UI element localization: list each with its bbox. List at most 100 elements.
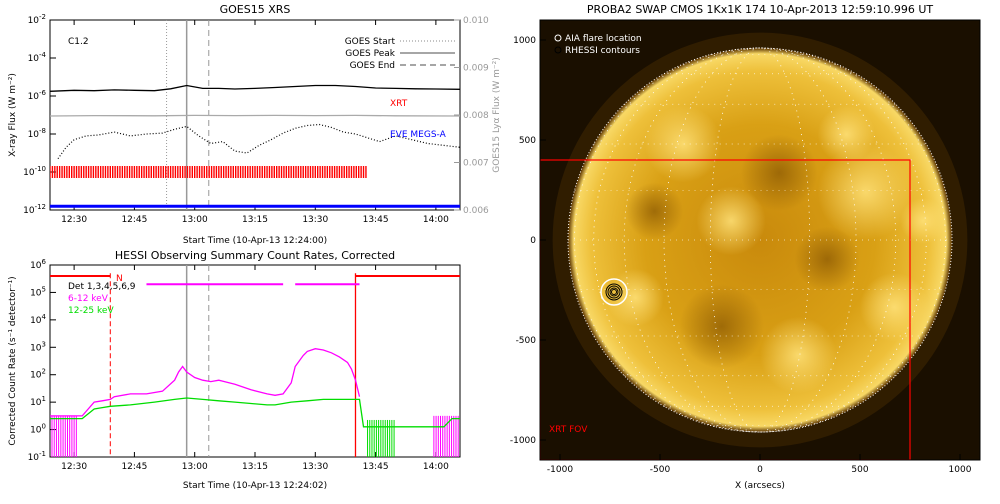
rhessi-contour (607, 285, 621, 299)
hessi-x-tick-label: 14:00 (423, 462, 449, 472)
hessi-y-axis-label: Corrected Count Rate (s⁻¹ detector⁻¹) (8, 276, 18, 445)
aia-flare-location-circle (600, 278, 628, 306)
goes-series-lya-line (50, 114, 460, 117)
goes-legend-start-label: GOES Start (345, 37, 396, 47)
swap-x-tick-label: 1000 (949, 465, 972, 475)
hessi-y-tick-label: 104 (30, 313, 46, 326)
goes-title: GOES15 XRS (220, 3, 291, 16)
hessi-y-tick-label: 106 (30, 258, 46, 271)
goes-x-tick-label: 13:15 (242, 215, 268, 225)
goes-legend-end-label: GOES End (350, 61, 395, 71)
swap-title: PROBA2 SWAP CMOS 1Kx1K 174 10-Apr-2013 1… (587, 3, 934, 16)
hessi-x-tick-label: 12:30 (61, 462, 87, 472)
goes-series (50, 84, 460, 160)
goes-y2-axis-label: GOES15 Lyα Flux (W m⁻²) (492, 57, 502, 173)
longitude-grid-line (593, 47, 927, 433)
hessi-title: HESSI Observing Summary Count Rates, Cor… (115, 249, 395, 262)
goes-y-tick-label: 10-4 (28, 51, 47, 64)
swap-panel: PROBA2 SWAP CMOS 1Kx1K 174 10-Apr-2013 1… (510, 3, 981, 491)
goes-y2-tick-label: 0.008 (463, 111, 489, 121)
dark-region (679, 284, 764, 369)
swap-x-tick-label: 0 (757, 465, 763, 475)
goes-legend: GOES Start GOES Peak GOES End (345, 37, 455, 71)
hessi-y-tick-label: 10-1 (28, 450, 46, 463)
hessi-y-tick-label: 101 (30, 395, 46, 408)
goes-x-tick-label: 14:00 (423, 215, 449, 225)
swap-legend: AIA flare location RHESSI contours (554, 34, 642, 56)
goes-y-axis-label: X-ray Flux (W m⁻²) (8, 73, 18, 157)
goes-eve-annotation: EVE MEGS-A (390, 130, 447, 140)
longitude-grid-line (663, 47, 857, 433)
hessi-x-tick-label: 13:15 (242, 462, 268, 472)
goes-series-short-line (57, 123, 460, 160)
swap-y-tick-label: 0 (530, 236, 536, 246)
active-region (900, 197, 947, 244)
active-region (760, 316, 837, 394)
swap-y-tick-label: 1000 (513, 36, 536, 46)
hessi-y-tick-label: 100 (30, 423, 46, 436)
hessi-y-tick-label: 102 (30, 368, 46, 381)
dark-region (625, 182, 684, 240)
goes-x-tick-label: 12:30 (61, 215, 87, 225)
goes-flare-class: C1.2 (68, 37, 89, 47)
goes-xrt-annotation: XRT (390, 99, 408, 109)
active-region (817, 144, 914, 240)
hessi-flag-bars (50, 274, 460, 286)
longitude-grid-line (574, 47, 946, 433)
rhessi-contour (611, 289, 617, 295)
goes-y2-tick-label: 0.006 (463, 206, 489, 216)
hessi-legend-low-label: 6-12 keV (68, 294, 109, 304)
flare-location-markers (600, 278, 628, 306)
swap-legend-rhessi-label: RHESSI contours (565, 46, 640, 56)
swap-x-axis-label: X (arcsecs) (735, 481, 785, 491)
hessi-y-tick-label: 105 (30, 285, 46, 298)
active-region (644, 105, 722, 183)
swap-fov-label: XRT FOV (549, 425, 588, 435)
hessi-x-tick-label: 13:30 (302, 462, 328, 472)
goes-legend-peak-label: GOES Peak (345, 49, 395, 59)
goes-y-tick-label: 10-8 (28, 127, 46, 140)
hessi-series (50, 348, 460, 428)
swap-x-tick-label: 500 (851, 465, 868, 475)
swap-x-ticks: -1000 -500 0 500 1000 (547, 454, 972, 475)
xrt-fov-box (540, 159, 911, 460)
goes-y-tick-label: 10-6 (28, 89, 47, 102)
goes-x-tick-label: 13:45 (363, 215, 389, 225)
hessi-event-lines (109, 265, 357, 457)
goes-y-tick-label: 10-12 (23, 203, 46, 216)
dark-region (740, 134, 818, 212)
swap-image (540, 20, 980, 460)
goes-y2-tick-label: 0.009 (463, 64, 489, 74)
dark-region (794, 226, 860, 292)
hessi-x-tick-label: 12:45 (121, 462, 147, 472)
hessi-flag-letter: N (116, 274, 123, 284)
longitude-grid-line (623, 47, 897, 433)
hessi-x-tick-label: 13:45 (363, 462, 389, 472)
swap-y-tick-label: -1000 (510, 436, 536, 446)
solar-limb (567, 47, 953, 433)
goes-y2-tick-label: 0.010 (463, 16, 489, 26)
swap-y-tick-label: 500 (519, 136, 536, 146)
goes-x-axis-label: Start Time (10-Apr-13 12:24:00) (183, 236, 327, 246)
hessi-y-tick-label: 103 (30, 340, 46, 353)
goes-xrt-coverage-bars (50, 166, 367, 178)
swap-x-tick-label: -500 (650, 465, 671, 475)
hessi-legend-high-label: 12-25 keV (68, 306, 114, 316)
goes-panel: GOES15 XRS 12:30 12:45 13:00 13:15 13:30 13:4… (8, 3, 502, 246)
hessi-plot-frame (49, 264, 461, 458)
active-region (606, 268, 664, 327)
hessi-data-gaps (51, 415, 459, 457)
active-region (696, 186, 766, 256)
hessi-series-high-line (50, 397, 460, 428)
solar-disk-image (552, 32, 968, 448)
goes-series-long-line (50, 84, 460, 92)
active-region (817, 105, 876, 164)
goes-y2-tick-label: 0.007 (463, 159, 489, 169)
goes-y2-ticks: 0.006 0.007 0.008 0.009 0.010 (454, 16, 489, 216)
hessi-series-low-line (50, 348, 361, 417)
rhessi-contour (605, 283, 623, 301)
goes-y-tick-label: 10-10 (23, 165, 46, 178)
swap-y-tick-label: -500 (516, 336, 537, 346)
active-region (859, 272, 929, 342)
